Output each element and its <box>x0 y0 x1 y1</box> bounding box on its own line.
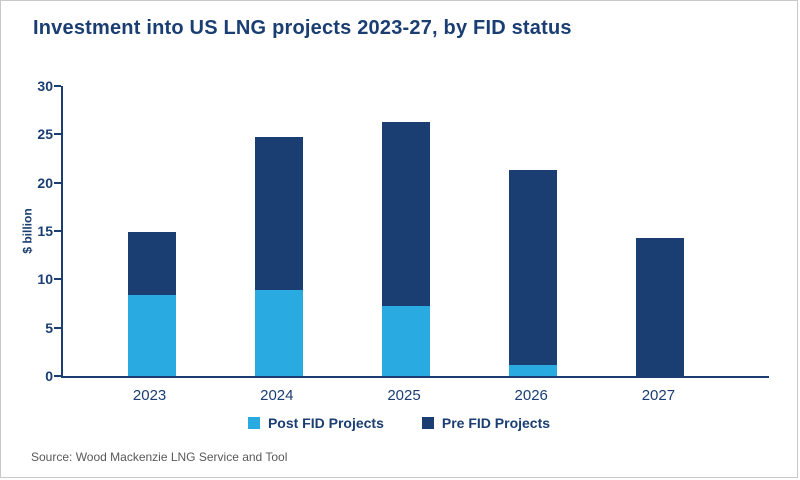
bar-segment-post-fid-projects <box>254 289 303 376</box>
y-tick-label: 20 <box>37 174 53 191</box>
y-tick-label: 25 <box>37 126 53 143</box>
bar-column-2024 <box>215 86 342 376</box>
x-tick-label: 2023 <box>132 387 167 404</box>
x-tick-label: 2024 <box>260 387 294 404</box>
y-tick-mark <box>54 326 61 329</box>
x-tick-label: 2027 <box>641 387 676 404</box>
legend-item-post-fid-projects: Post FID Projects <box>247 415 384 431</box>
x-axis-categories: 2023 2024 2025 2026 2027 <box>61 387 767 404</box>
bar-segment-pre-fid-projects <box>382 121 430 307</box>
y-axis-ticks: 0 5 10 15 20 25 30 <box>1 78 53 384</box>
legend: Post FID Projects Pre FID Projects <box>1 415 797 431</box>
y-tick-label: 10 <box>37 271 53 288</box>
bar-segment-pre-fid-projects <box>509 170 558 366</box>
bar-segment-post-fid-projects <box>509 365 558 376</box>
y-tick-label: 30 <box>37 78 53 94</box>
y-tick-mark <box>54 181 61 184</box>
bar-column-2025 <box>342 86 469 376</box>
bar-segment-pre-fid-projects <box>254 137 303 290</box>
bar-segment-post-fid-projects <box>127 294 176 376</box>
y-tick-mark <box>54 230 61 232</box>
legend-label: Post FID Projects <box>267 415 384 431</box>
bar-segment-pre-fid-projects <box>636 237 685 376</box>
stacked-bar-2027 <box>636 237 685 376</box>
bar-segment-post-fid-projects <box>382 306 430 376</box>
bar-column-2027 <box>597 86 724 376</box>
legend-item-pre-fid-projects: Pre FID Projects <box>421 415 551 431</box>
legend-swatch-icon <box>421 417 434 429</box>
y-tick-mark <box>54 375 61 377</box>
bar-segment-pre-fid-projects <box>127 231 176 295</box>
y-tick-mark <box>54 133 61 136</box>
stacked-bar-2026 <box>509 170 558 376</box>
source-text: Source: Wood Mackenzie LNG Service and T… <box>31 450 288 464</box>
y-tick-label: 0 <box>45 368 53 384</box>
x-tick-label: 2026 <box>514 387 548 404</box>
stacked-bar-2023 <box>127 231 176 376</box>
plot-area <box>54 85 769 378</box>
x-tick-label: 2025 <box>387 387 421 404</box>
stacked-bar-2024 <box>254 137 303 376</box>
y-tick-mark <box>54 85 61 87</box>
stacked-bar-2025 <box>382 121 430 376</box>
y-tick-mark <box>54 278 61 281</box>
chart-title: Investment into US LNG projects 2023-27,… <box>33 17 572 39</box>
y-tick-label: 5 <box>45 319 53 336</box>
legend-swatch-icon <box>247 417 260 429</box>
legend-label: Pre FID Projects <box>441 415 551 431</box>
y-tick-label: 15 <box>37 223 53 239</box>
bar-column-2026 <box>470 86 597 376</box>
bar-column-2023 <box>88 86 215 376</box>
